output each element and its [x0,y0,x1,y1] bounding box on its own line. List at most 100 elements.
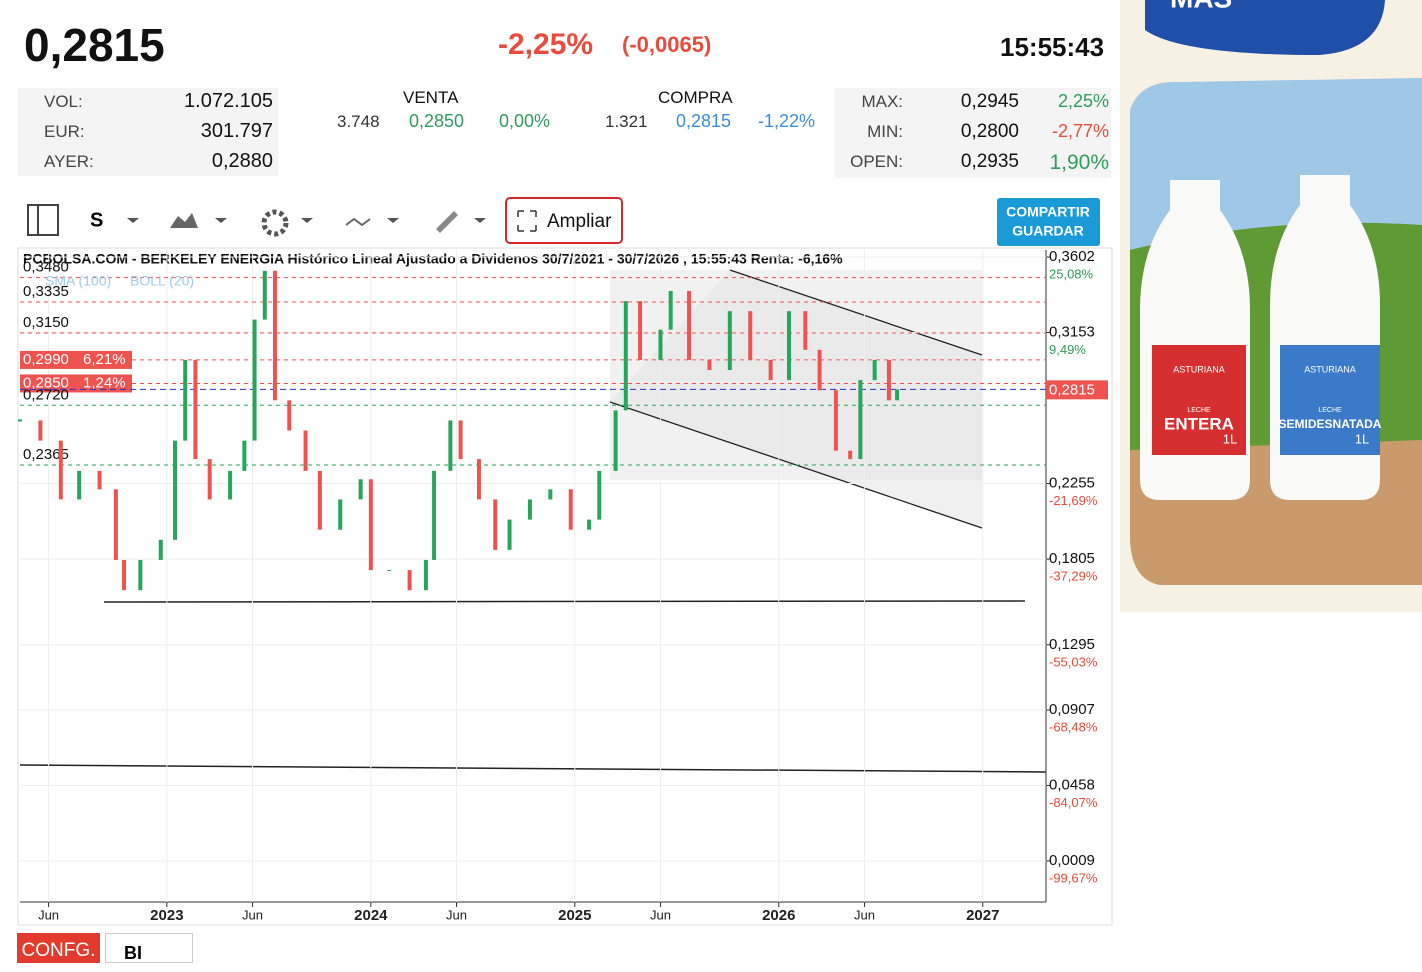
mode-label: BI [124,943,142,963]
x-tick-label: Jun [446,907,467,922]
candle [432,470,437,560]
caret [127,218,139,223]
candle [122,559,127,591]
candle [833,390,838,451]
stat-label: MAX: [861,92,903,111]
candle [587,519,592,530]
candle [58,440,63,500]
caret [215,218,227,223]
caret [474,218,486,223]
y-tick-pct: -37,29% [1049,569,1098,584]
y-tick-label: 0,0458 [1049,776,1095,793]
candle [207,459,212,500]
candle [623,301,628,411]
brand: ASTURIANA [1173,364,1225,374]
candle [507,519,512,550]
level-box [20,374,132,393]
brand: ASTURIANA [1304,364,1356,374]
candle [668,291,673,330]
ad[interactable]: MAS ASTURIANA LECHE ENTERA 1L ASTURIANA … [1120,0,1422,612]
stat-value: 1.072.105 [184,90,273,112]
candle [423,559,428,591]
product: SEMIDESNATADA [1279,417,1382,431]
candle [707,359,712,371]
candle [803,311,808,350]
candle [38,420,43,441]
candle [228,470,233,500]
level-box [20,350,132,369]
settings-icon[interactable] [261,209,289,237]
level-label: 0,3150 [23,314,69,331]
stat-value: 0,2945 [960,91,1019,112]
candle [317,470,322,530]
candle [638,301,643,360]
chart-title: PCBOLSA.COM - BERKELEY ENERGIA Histórico… [23,251,843,267]
share-button[interactable] [997,198,1100,246]
stat-value: 301.797 [200,120,273,142]
time: 15:55:43 [1000,32,1105,62]
stat-pct: 1,90% [1049,151,1109,174]
x-tick-label: Jun [242,907,263,922]
chart-type-icon[interactable] [170,213,198,228]
candle [252,319,257,441]
share-label[interactable]: COMPARTIR [1006,204,1090,220]
y-tick-label: 0,2255 [1049,474,1095,491]
x-tick-label: 2025 [558,907,591,924]
candle [77,470,82,500]
candle [173,440,178,540]
panel-icon[interactable] [27,204,59,236]
level-label: 0,3480 [23,259,69,276]
candle [287,400,292,431]
indicator-label: BOLL (20) [130,273,194,289]
change-abs: (-0,0065) [622,32,712,57]
y-tick-label: 0,1805 [1049,550,1095,567]
level-label: 0,2850 [23,374,69,391]
x-tick-label: 2026 [762,907,795,924]
expand-label[interactable]: Ampliar [547,211,612,232]
candle [407,570,412,591]
candle [727,311,732,371]
save-label[interactable]: GUARDAR [1012,223,1084,239]
last-box [1046,380,1108,400]
x-tick-label: 2024 [354,907,388,924]
candle [138,559,143,591]
candle [597,470,602,520]
config-button[interactable]: CONFG. [17,933,100,963]
quote-price: 0,2850 [409,111,465,131]
y-tick-pct: 9,49% [1049,342,1086,357]
indicator-icon[interactable] [345,217,371,227]
period[interactable]: S [90,209,103,231]
quote-pct: -1,22% [758,111,816,131]
change-pct: -2,25% [498,28,594,61]
mode-select[interactable]: BI [105,933,193,963]
candle [303,430,308,471]
expand-icon [517,210,537,232]
stat-label: MIN: [867,122,903,141]
bottle: ASTURIANA LECHE SEMIDESNATADA 1L [1270,175,1382,500]
candle [786,311,791,381]
milk: LECHE [1187,407,1211,414]
candle [113,489,118,560]
candle [97,470,102,490]
stat-label: AYER: [44,152,94,171]
candle [338,499,343,530]
x-tick-label: Jun [854,907,875,922]
y-tick-pct: -21,69% [1049,493,1098,508]
support-line [103,600,1026,603]
y-tick-label: 0,0907 [1049,701,1095,718]
level-pct: 6,21% [83,351,126,368]
ad-banner [1145,0,1385,55]
draw-icon[interactable] [436,211,458,233]
candle [193,359,198,460]
quote-pct: 0,00% [499,111,551,131]
candle [872,359,877,381]
quote-label: VENTA [403,88,459,107]
candle [527,499,532,520]
candle [458,420,463,460]
y-tick-label: 0,3153 [1049,323,1095,340]
indicator-label: SMA (100) [45,273,111,289]
candle [272,270,277,401]
trend-line [729,269,983,356]
candle [548,489,553,500]
